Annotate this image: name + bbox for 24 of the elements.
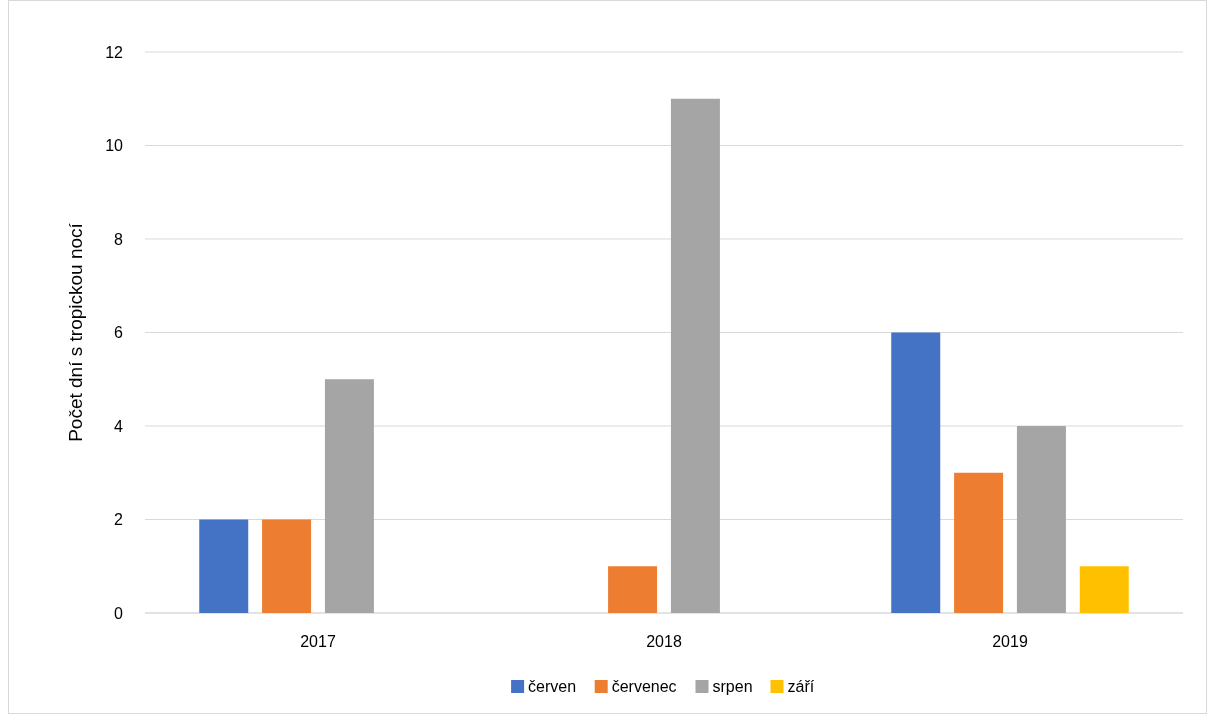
y-tick-label: 6 bbox=[114, 324, 124, 342]
y-tick-label: 2 bbox=[114, 511, 124, 529]
y-axis-title: Počet dní s tropickou nocí bbox=[65, 222, 86, 442]
legend-label: červen bbox=[528, 678, 577, 696]
legend-label: září bbox=[787, 678, 815, 696]
bar bbox=[954, 472, 1004, 613]
x-tick-label: 2019 bbox=[992, 633, 1028, 650]
bar bbox=[324, 379, 374, 613]
y-tick-label: 10 bbox=[105, 137, 124, 155]
y-tick-label: 4 bbox=[114, 417, 124, 435]
y-tick-label: 12 bbox=[105, 43, 124, 61]
legend-label: červenec bbox=[611, 678, 677, 696]
bar bbox=[670, 98, 720, 613]
bar bbox=[891, 332, 941, 613]
bar bbox=[199, 519, 249, 613]
y-tick-label: 8 bbox=[114, 230, 124, 248]
bar bbox=[1016, 426, 1066, 613]
legend-label: srpen bbox=[712, 678, 753, 696]
bar bbox=[608, 566, 658, 613]
bar bbox=[262, 519, 312, 613]
x-tick-label: 2018 bbox=[646, 633, 682, 650]
bar bbox=[1079, 566, 1129, 613]
x-tick-label: 2017 bbox=[300, 633, 336, 650]
y-tick-label: 0 bbox=[114, 604, 124, 622]
